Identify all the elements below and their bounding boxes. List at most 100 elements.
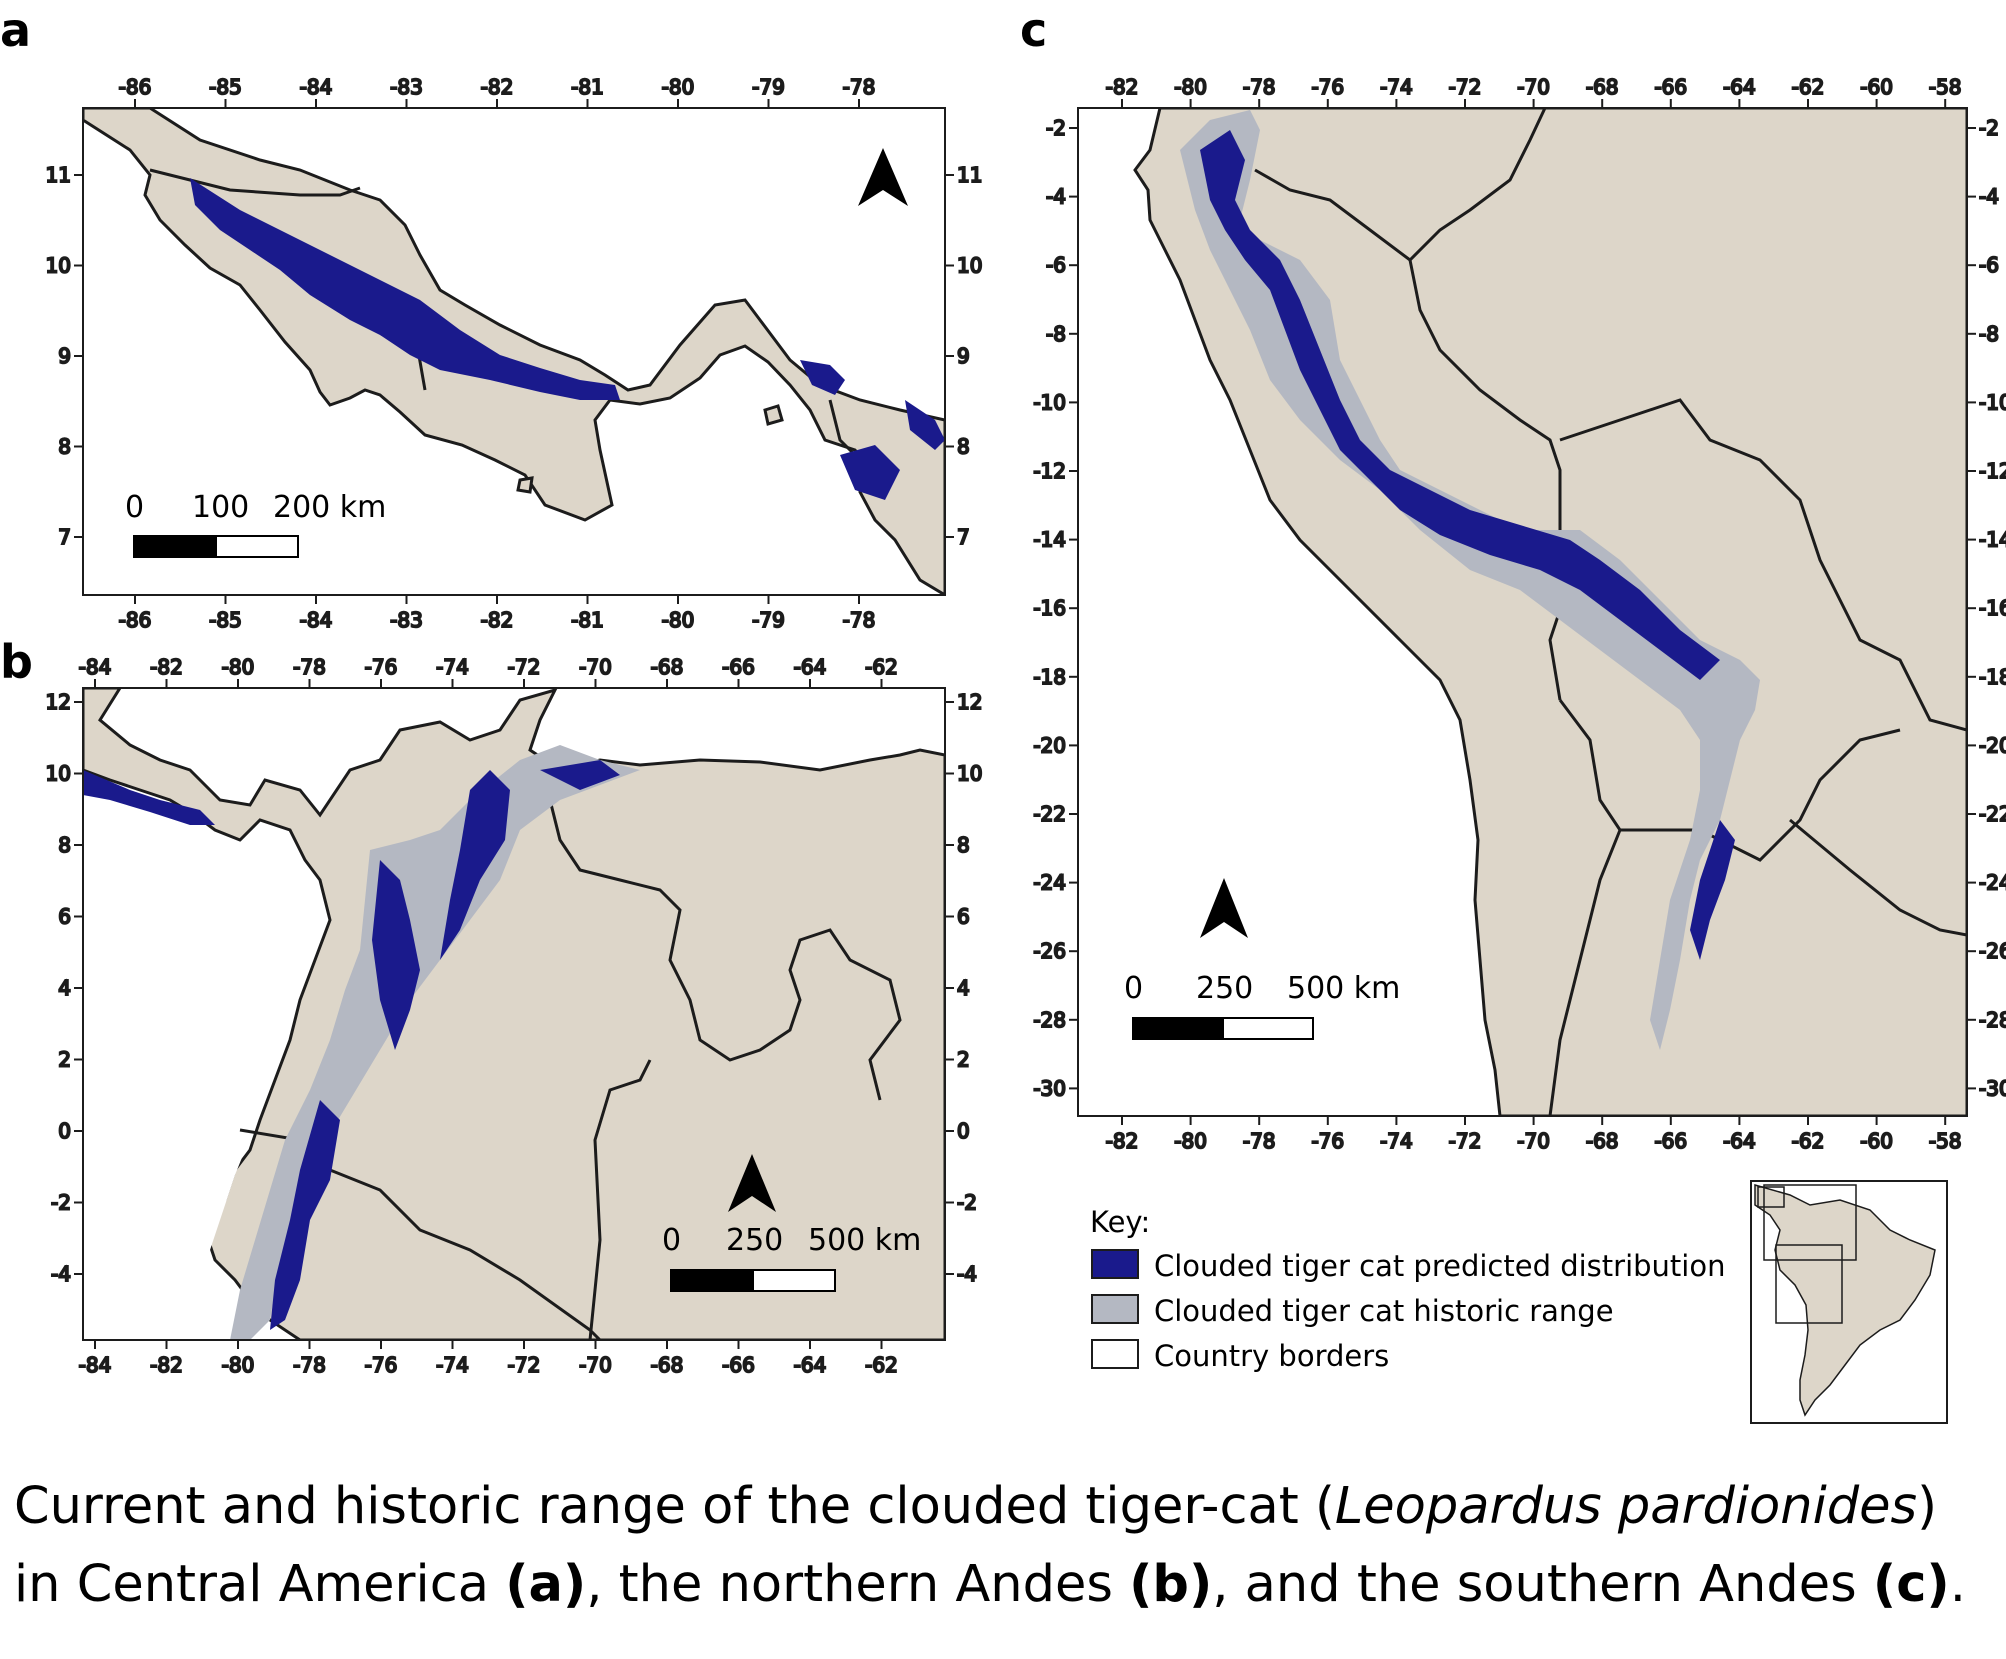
- panel-c-border-line-3: [1559, 398, 1967, 732]
- lon-tick-label-top: -64: [1723, 75, 1756, 99]
- key-label-historic: Clouded tiger cat historic range: [1154, 1294, 1614, 1328]
- lat-tick-label-left: 11: [46, 163, 71, 187]
- lon-tick-label-bottom: -82: [150, 1353, 183, 1377]
- key-swatch-predicted: [1091, 1249, 1139, 1279]
- scale-bar-black: [133, 535, 217, 558]
- lon-tick-label-bottom: -80: [1174, 1129, 1207, 1153]
- scale-bar-white: [215, 535, 299, 558]
- lat-tick-label-right: 9: [957, 344, 970, 368]
- lon-tick-label-bottom: -78: [1243, 1129, 1276, 1153]
- lat-tick-label-right: -2: [1979, 116, 1999, 140]
- lat-tick-label-left: -10: [1033, 390, 1066, 414]
- lon-tick-label-bottom: -80: [222, 1353, 255, 1377]
- panel-b-frame: [82, 687, 946, 1341]
- lon-tick-label-top: -85: [209, 75, 242, 99]
- lat-tick-label-left: 8: [58, 833, 71, 857]
- lat-tick-label-right: 7: [957, 525, 970, 549]
- caption-text: , and the southern Andes: [1212, 1555, 1873, 1614]
- scale-label-end: 500 km: [1287, 971, 1400, 1006]
- lat-tick-label-left: 0: [58, 1119, 71, 1143]
- lat-tick-label-left: -28: [1033, 1008, 1066, 1032]
- scale-label-mid: 250: [1196, 971, 1253, 1006]
- lat-tick-label-left: -18: [1033, 665, 1066, 689]
- lat-tick-label-right: 2: [957, 1048, 970, 1072]
- lat-tick-label-left: -6: [1046, 253, 1066, 277]
- panel-a-island-1: [516, 476, 534, 494]
- lat-tick-label-left: -8: [1046, 322, 1066, 346]
- panel-a-predicted-distribution-east: [800, 360, 945, 500]
- lon-tick-label-bottom: -62: [1792, 1129, 1825, 1153]
- lat-tick-label-left: -26: [1033, 939, 1066, 963]
- lon-tick-label-bottom: -60: [1860, 1129, 1893, 1153]
- lat-tick-label-right: 8: [957, 833, 970, 857]
- lon-tick-label-top: -78: [293, 655, 326, 679]
- scale-label-0: 0: [662, 1223, 681, 1258]
- lon-tick-label-top: -78: [1243, 75, 1276, 99]
- lat-tick-label-right: 0: [957, 1119, 970, 1143]
- lat-tick-label-left: 4: [58, 976, 71, 1000]
- lat-tick-label-right: -4: [957, 1262, 977, 1286]
- inset-south-america: [1754, 1184, 1936, 1417]
- lon-tick-label-bottom: -78: [843, 608, 876, 632]
- scale-bar-black: [670, 1269, 754, 1292]
- lat-tick-label-right: 4: [957, 976, 970, 1000]
- lon-tick-label-top: -66: [722, 655, 755, 679]
- scale-label-end: 500 km: [808, 1223, 921, 1258]
- lon-tick-label-bottom: -62: [865, 1353, 898, 1377]
- lon-tick-label-top: -68: [1586, 75, 1619, 99]
- north-arrow-icon: [1200, 878, 1248, 938]
- panel-b-ticks: -84 -84 -82 -82 -80 -80 -78 -78 -76 -76 -74 -74 -72 -…: [45, 654, 984, 1378]
- lat-tick-label-right: -10: [1979, 390, 2006, 414]
- lat-tick-label-left: 8: [58, 435, 71, 459]
- lon-tick-label-top: -82: [481, 75, 514, 99]
- lat-tick-label-left: 6: [58, 905, 71, 929]
- lat-tick-label-right: -20: [1979, 733, 2006, 757]
- lon-tick-label-bottom: -76: [365, 1353, 398, 1377]
- lon-tick-label-top: -76: [365, 655, 398, 679]
- caption-text: .: [1949, 1555, 1966, 1614]
- lon-tick-label-top: -83: [390, 75, 423, 99]
- lon-tick-label-top: -74: [1380, 75, 1413, 99]
- lat-tick-label-right: 10: [957, 254, 982, 278]
- lon-tick-label-top: -66: [1654, 75, 1687, 99]
- lat-tick-label-right: -4: [1979, 185, 1999, 209]
- lon-tick-label-bottom: -72: [508, 1353, 541, 1377]
- lon-tick-label-bottom: -76: [1311, 1129, 1344, 1153]
- panel-c-north-arrow: [1200, 878, 1248, 938]
- lat-tick-label-left: -30: [1033, 1076, 1066, 1100]
- inset-extent-a: [1757, 1186, 1785, 1208]
- lon-tick-label-top: -60: [1860, 75, 1893, 99]
- lat-tick-label-left: 10: [46, 762, 71, 786]
- lat-tick-label-left: -24: [1033, 871, 1066, 895]
- lon-tick-label-top: -72: [508, 655, 541, 679]
- lon-tick-label-bottom: -70: [1517, 1129, 1550, 1153]
- lat-tick-label-left: -4: [1046, 185, 1066, 209]
- north-arrow-icon: [858, 148, 908, 206]
- panel-a-frame: [82, 107, 946, 596]
- inset-extent-c: [1775, 1244, 1843, 1324]
- panel-b-ocean-pacific: [83, 780, 325, 1340]
- panel-b: b -84 -84 -82 -82 -80 -80 -78 -78 -76 -76 -74 -74 -7…: [0, 635, 984, 1378]
- figure-caption: Current and historic range of the cloude…: [14, 1468, 1994, 1624]
- lon-tick-label-top: -78: [843, 75, 876, 99]
- lon-tick-label-bottom: -84: [300, 608, 333, 632]
- panel-a-ticks: -86 -86 -85 -85 -84 -84 -83 -83 -82 -82 -81 -81 -80 -…: [45, 74, 984, 633]
- scale-bar-white: [752, 1269, 836, 1292]
- lat-tick-label-right: -16: [1979, 596, 2006, 620]
- lat-tick-label-right: -26: [1979, 939, 2006, 963]
- caption-text: ): [1917, 1477, 1937, 1536]
- lat-tick-label-left: -12: [1033, 459, 1066, 483]
- lon-tick-label-top: -80: [662, 75, 695, 99]
- lat-tick-label-left: -20: [1033, 733, 1066, 757]
- lat-tick-label-right: -8: [1979, 322, 1999, 346]
- key-title: Key:: [1090, 1205, 1150, 1239]
- panel-b-border-line-3: [588, 1059, 652, 1340]
- panel-a-scale-bar: 0 100 200 km: [125, 490, 386, 558]
- lat-tick-label-left: -16: [1033, 596, 1066, 620]
- panel-a-north-arrow: [858, 148, 908, 206]
- panel-c-letter: c: [1020, 3, 1047, 57]
- panel-c-border-line-1: [1254, 108, 1547, 262]
- lat-tick-label-right: -6: [1979, 253, 1999, 277]
- lon-tick-label-top: -70: [1517, 75, 1550, 99]
- lon-tick-label-top: -64: [794, 655, 827, 679]
